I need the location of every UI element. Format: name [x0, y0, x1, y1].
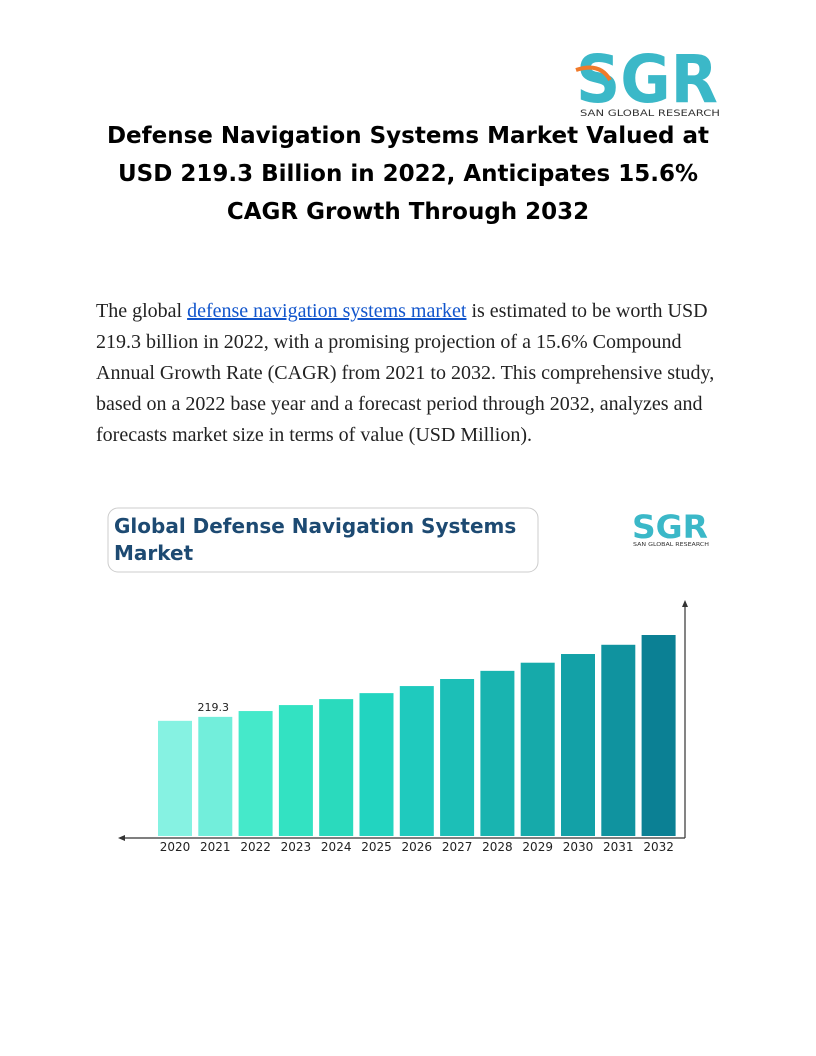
chart-logo: SGR — [632, 508, 708, 546]
x-tick-label: 2031 — [603, 840, 634, 854]
x-arrow — [118, 835, 125, 841]
bar — [278, 705, 313, 836]
bar — [158, 720, 192, 836]
chart-logo-sub: SAN GLOBAL RESEARCH — [633, 542, 709, 548]
bar — [480, 670, 515, 836]
logo-swoosh — [575, 65, 612, 82]
bar — [561, 654, 595, 836]
bar — [601, 644, 636, 836]
bar — [198, 716, 233, 836]
logo-text: SGR — [576, 41, 718, 118]
text: The global — [96, 300, 188, 322]
bar — [238, 711, 273, 836]
x-tick-label: 2021 — [200, 840, 231, 854]
paragraph: The global defense navigation systems ma… — [96, 296, 726, 451]
x-tick-label: 2023 — [281, 840, 312, 854]
x-tick-label: 2030 — [563, 840, 594, 854]
link[interactable]: defense navigation systems market — [187, 300, 467, 322]
x-tick-label: 2032 — [643, 840, 674, 854]
chart-title: Global Defense Navigation Systems Market — [114, 514, 517, 565]
x-tick-label: 2025 — [361, 840, 392, 854]
bar — [399, 686, 434, 836]
x-tick-label: 2028 — [482, 840, 513, 854]
x-tick-label: 2026 — [402, 840, 433, 854]
chart: Global Defense Navigation Systems Market… — [107, 507, 709, 854]
bar — [319, 699, 354, 836]
logo-sub: SAN GLOBAL RESEARCH — [580, 109, 720, 119]
x-tick-label: 2029 — [522, 840, 553, 854]
bar — [520, 662, 555, 836]
bar — [641, 635, 676, 836]
y-arrow — [682, 600, 688, 607]
x-tick-label: 2024 — [321, 840, 352, 854]
bar — [440, 679, 475, 836]
data-label: 219.3 — [198, 701, 230, 714]
text: is estimated to be worth USD 219.3 billi… — [96, 300, 715, 446]
x-tick-label: 2027 — [442, 840, 473, 854]
chart-title-wrap: Global Defense Navigation Systems Market — [114, 514, 517, 565]
chart-title-box — [107, 507, 539, 573]
x-tick-label: 2020 — [160, 840, 191, 854]
bar — [359, 693, 394, 836]
x-tick-label: 2022 — [240, 840, 271, 854]
header-logo: SGR SAN GLOBAL RESEARCH — [575, 41, 720, 119]
title: Defense Navigation Systems Market Valued… — [106, 123, 710, 225]
